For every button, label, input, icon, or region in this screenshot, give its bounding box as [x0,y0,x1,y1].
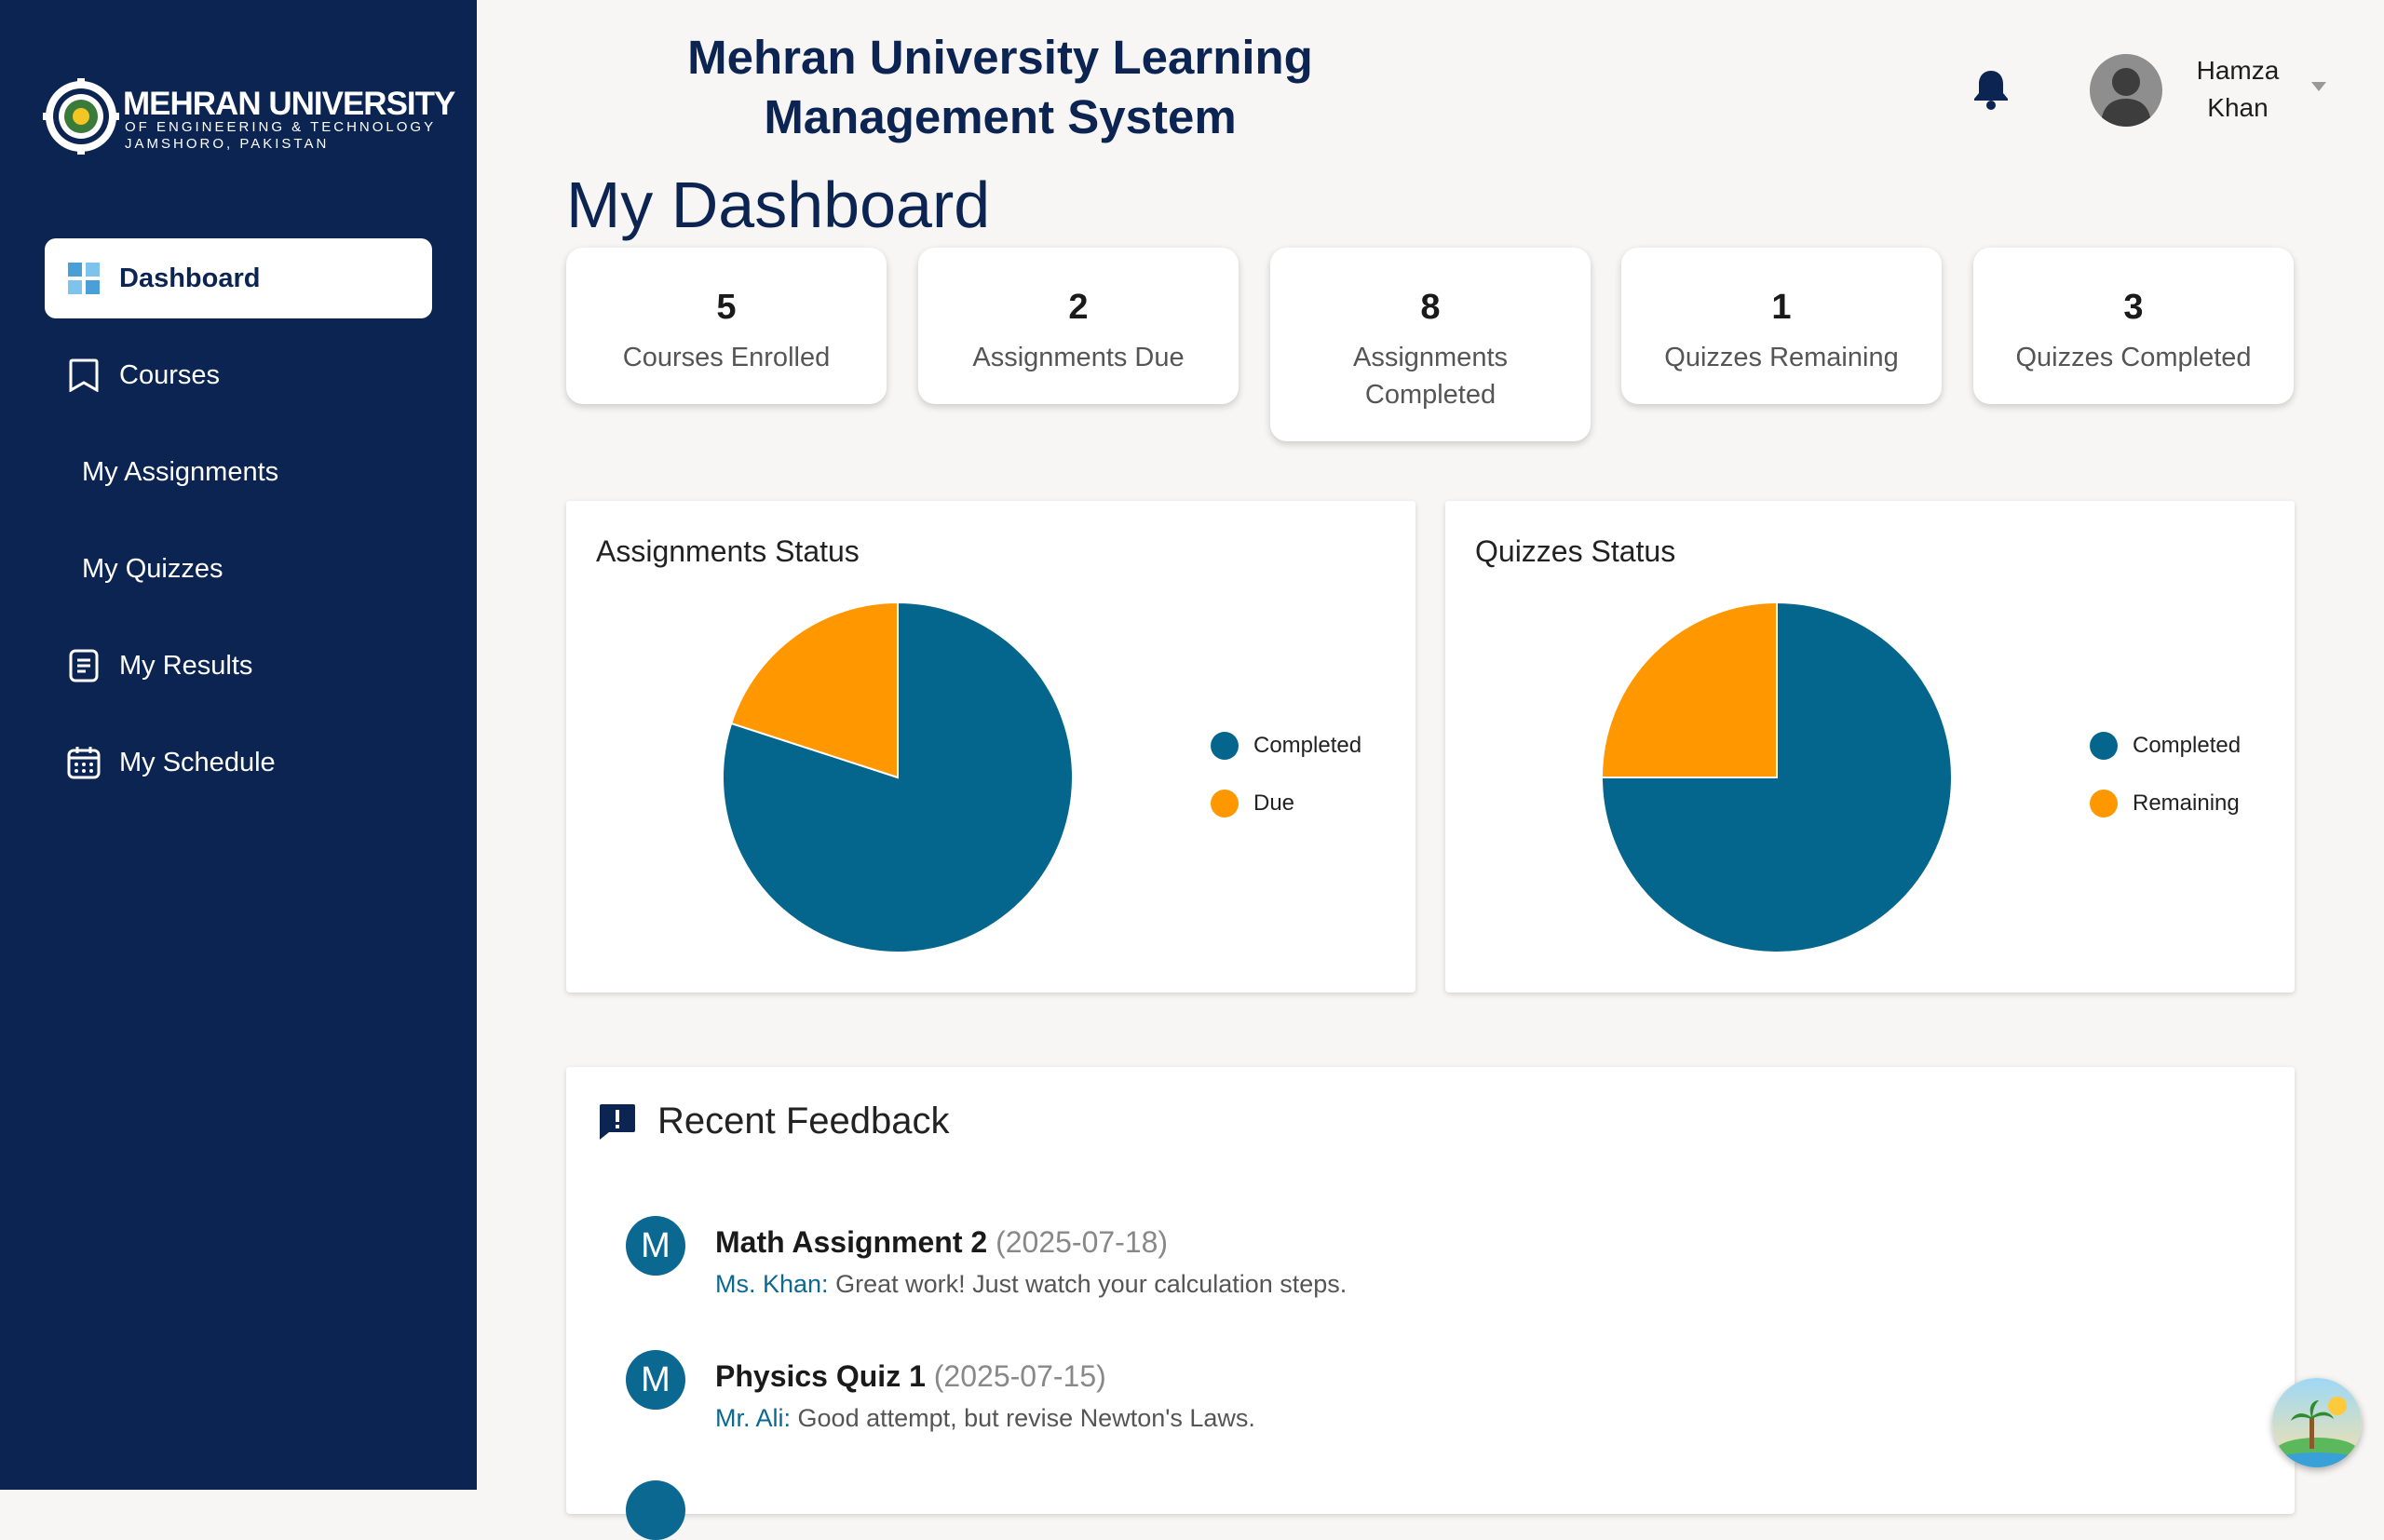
sidebar-item-label: Dashboard [119,263,261,293]
university-seal-icon [43,78,119,155]
legend-label: Due [1253,790,1295,816]
legend-swatch [2090,732,2118,760]
feedback-item-date: (2025-07-15) [933,1359,1106,1393]
user-last-name: Khan [2207,93,2269,122]
legend-item-completed[interactable]: Completed [1211,732,1361,760]
stat-label: Assignments Due [972,343,1185,372]
page-title: My Dashboard [566,169,991,241]
feedback-title: Recent Feedback [657,1101,950,1141]
feedback-body: Ms. Khan: Great work! Just watch your ca… [715,1270,1347,1299]
app-title-line2: Management System [764,90,1237,143]
sidebar-item-label: My Quizzes [82,553,224,584]
quizzes-status-panel: Quizzes Status Completed Remaining [1445,501,2295,993]
avatar[interactable] [2090,54,2162,127]
bookmark-icon [67,358,101,392]
calendar-icon [67,746,101,779]
feedback-heading: Physics Quiz 1 (2025-07-15) [715,1359,1106,1394]
feedback-author: Ms. Khan: [715,1270,829,1298]
stat-card-quizzes-completed[interactable]: 3 Quizzes Completed [1973,248,2294,404]
feedback-item-title: Math Assignment 2 [715,1225,988,1259]
sidebar-item-courses[interactable]: Courses [45,335,432,415]
feedback-body: Mr. Ali: Good attempt, but revise Newton… [715,1404,1255,1433]
avatar: M [626,1216,685,1276]
pie-slice-due[interactable] [729,601,899,779]
island-icon [2272,1378,2362,1467]
stat-label: Assignments Completed [1352,343,1508,410]
legend-item-completed[interactable]: Completed [2090,732,2241,760]
stat-label: Courses Enrolled [622,343,831,372]
brand-name: MEHRAN UNIVERSITY [123,86,455,122]
sidebar: MEHRAN UNIVERSITY OF ENGINEERING & TECHN… [0,0,477,1490]
sidebar-item-my-quizzes[interactable]: My Quizzes [45,529,432,609]
legend-label: Remaining [2133,790,2240,816]
assignments-status-panel: Assignments Status Completed Due [566,501,1416,993]
app-title: Mehran University Learning Management Sy… [652,28,1348,147]
feedback-text: Good attempt, but revise Newton's Laws. [797,1404,1255,1432]
university-logo[interactable]: MEHRAN UNIVERSITY OF ENGINEERING & TECHN… [43,78,455,162]
stat-card-courses-enrolled[interactable]: 5 Courses Enrolled [566,248,887,404]
user-name[interactable]: Hamza Khan [2179,52,2296,127]
user-silhouette-icon [2101,68,2151,127]
legend-swatch [1211,732,1239,760]
quizzes-pie-chart [1600,601,1953,953]
feedback-author: Mr. Ali: [715,1404,792,1432]
stat-value: 8 [1420,288,1441,327]
chart-title: Quizzes Status [1475,534,1676,568]
brand-subtitle: OF ENGINEERING & TECHNOLOGY [125,119,437,135]
sidebar-item-my-assignments[interactable]: My Assignments [45,432,432,512]
feedback-icon [600,1103,635,1140]
legend-item-due[interactable]: Due [1211,790,1294,817]
chart-title: Assignments Status [596,534,860,568]
legend-swatch [2090,790,2118,817]
sidebar-item-label: My Schedule [119,747,276,777]
legend-label: Completed [2133,733,2242,758]
sidebar-item-label: My Results [119,650,253,681]
sidebar-item-my-results[interactable]: My Results [45,626,432,706]
feedback-text: Great work! Just watch your calculation … [835,1270,1348,1298]
feedback-item-date: (2025-07-18) [996,1225,1169,1259]
floating-assistant-button[interactable] [2272,1378,2362,1467]
stat-card-assignments-due[interactable]: 2 Assignments Due [918,248,1239,404]
legend-item-remaining[interactable]: Remaining [2090,790,2240,817]
feedback-heading: Math Assignment 2 (2025-07-18) [715,1225,1168,1260]
recent-feedback-panel: Recent Feedback M Math Assignment 2 (202… [566,1067,2295,1540]
assignments-pie-chart [722,601,1074,953]
avatar: M [626,1350,685,1410]
stat-value: 1 [1771,288,1792,327]
notification-bell-icon[interactable] [1971,67,2012,110]
stat-card-assignments-completed[interactable]: 8 Assignments Completed [1270,248,1591,441]
app-title-line1: Mehran University Learning [687,31,1313,84]
stat-value: 5 [716,288,737,327]
sidebar-item-label: Courses [119,359,220,390]
document-icon [67,649,101,682]
legend-label: Completed [1253,733,1362,758]
stat-label: Quizzes Remaining [1664,343,1899,372]
sidebar-item-my-schedule[interactable]: My Schedule [45,723,432,803]
sidebar-item-dashboard[interactable]: Dashboard [45,238,432,318]
feedback-header: Recent Feedback [598,1101,950,1142]
stat-value: 2 [1068,288,1089,327]
dashboard-grid-icon [67,262,101,295]
stat-value: 3 [2123,288,2144,327]
pie-slice-remaining[interactable] [1600,601,1778,778]
sidebar-item-label: My Assignments [82,456,279,487]
stat-label: Quizzes Completed [2015,343,2252,372]
brand-location: JAMSHORO, PAKISTAN [125,136,330,152]
stat-card-quizzes-remaining[interactable]: 1 Quizzes Remaining [1621,248,1942,404]
legend-swatch [1211,790,1239,817]
user-first-name: Hamza [2196,56,2280,85]
feedback-item-title: Physics Quiz 1 [715,1359,926,1393]
chevron-down-icon[interactable] [2310,80,2328,93]
